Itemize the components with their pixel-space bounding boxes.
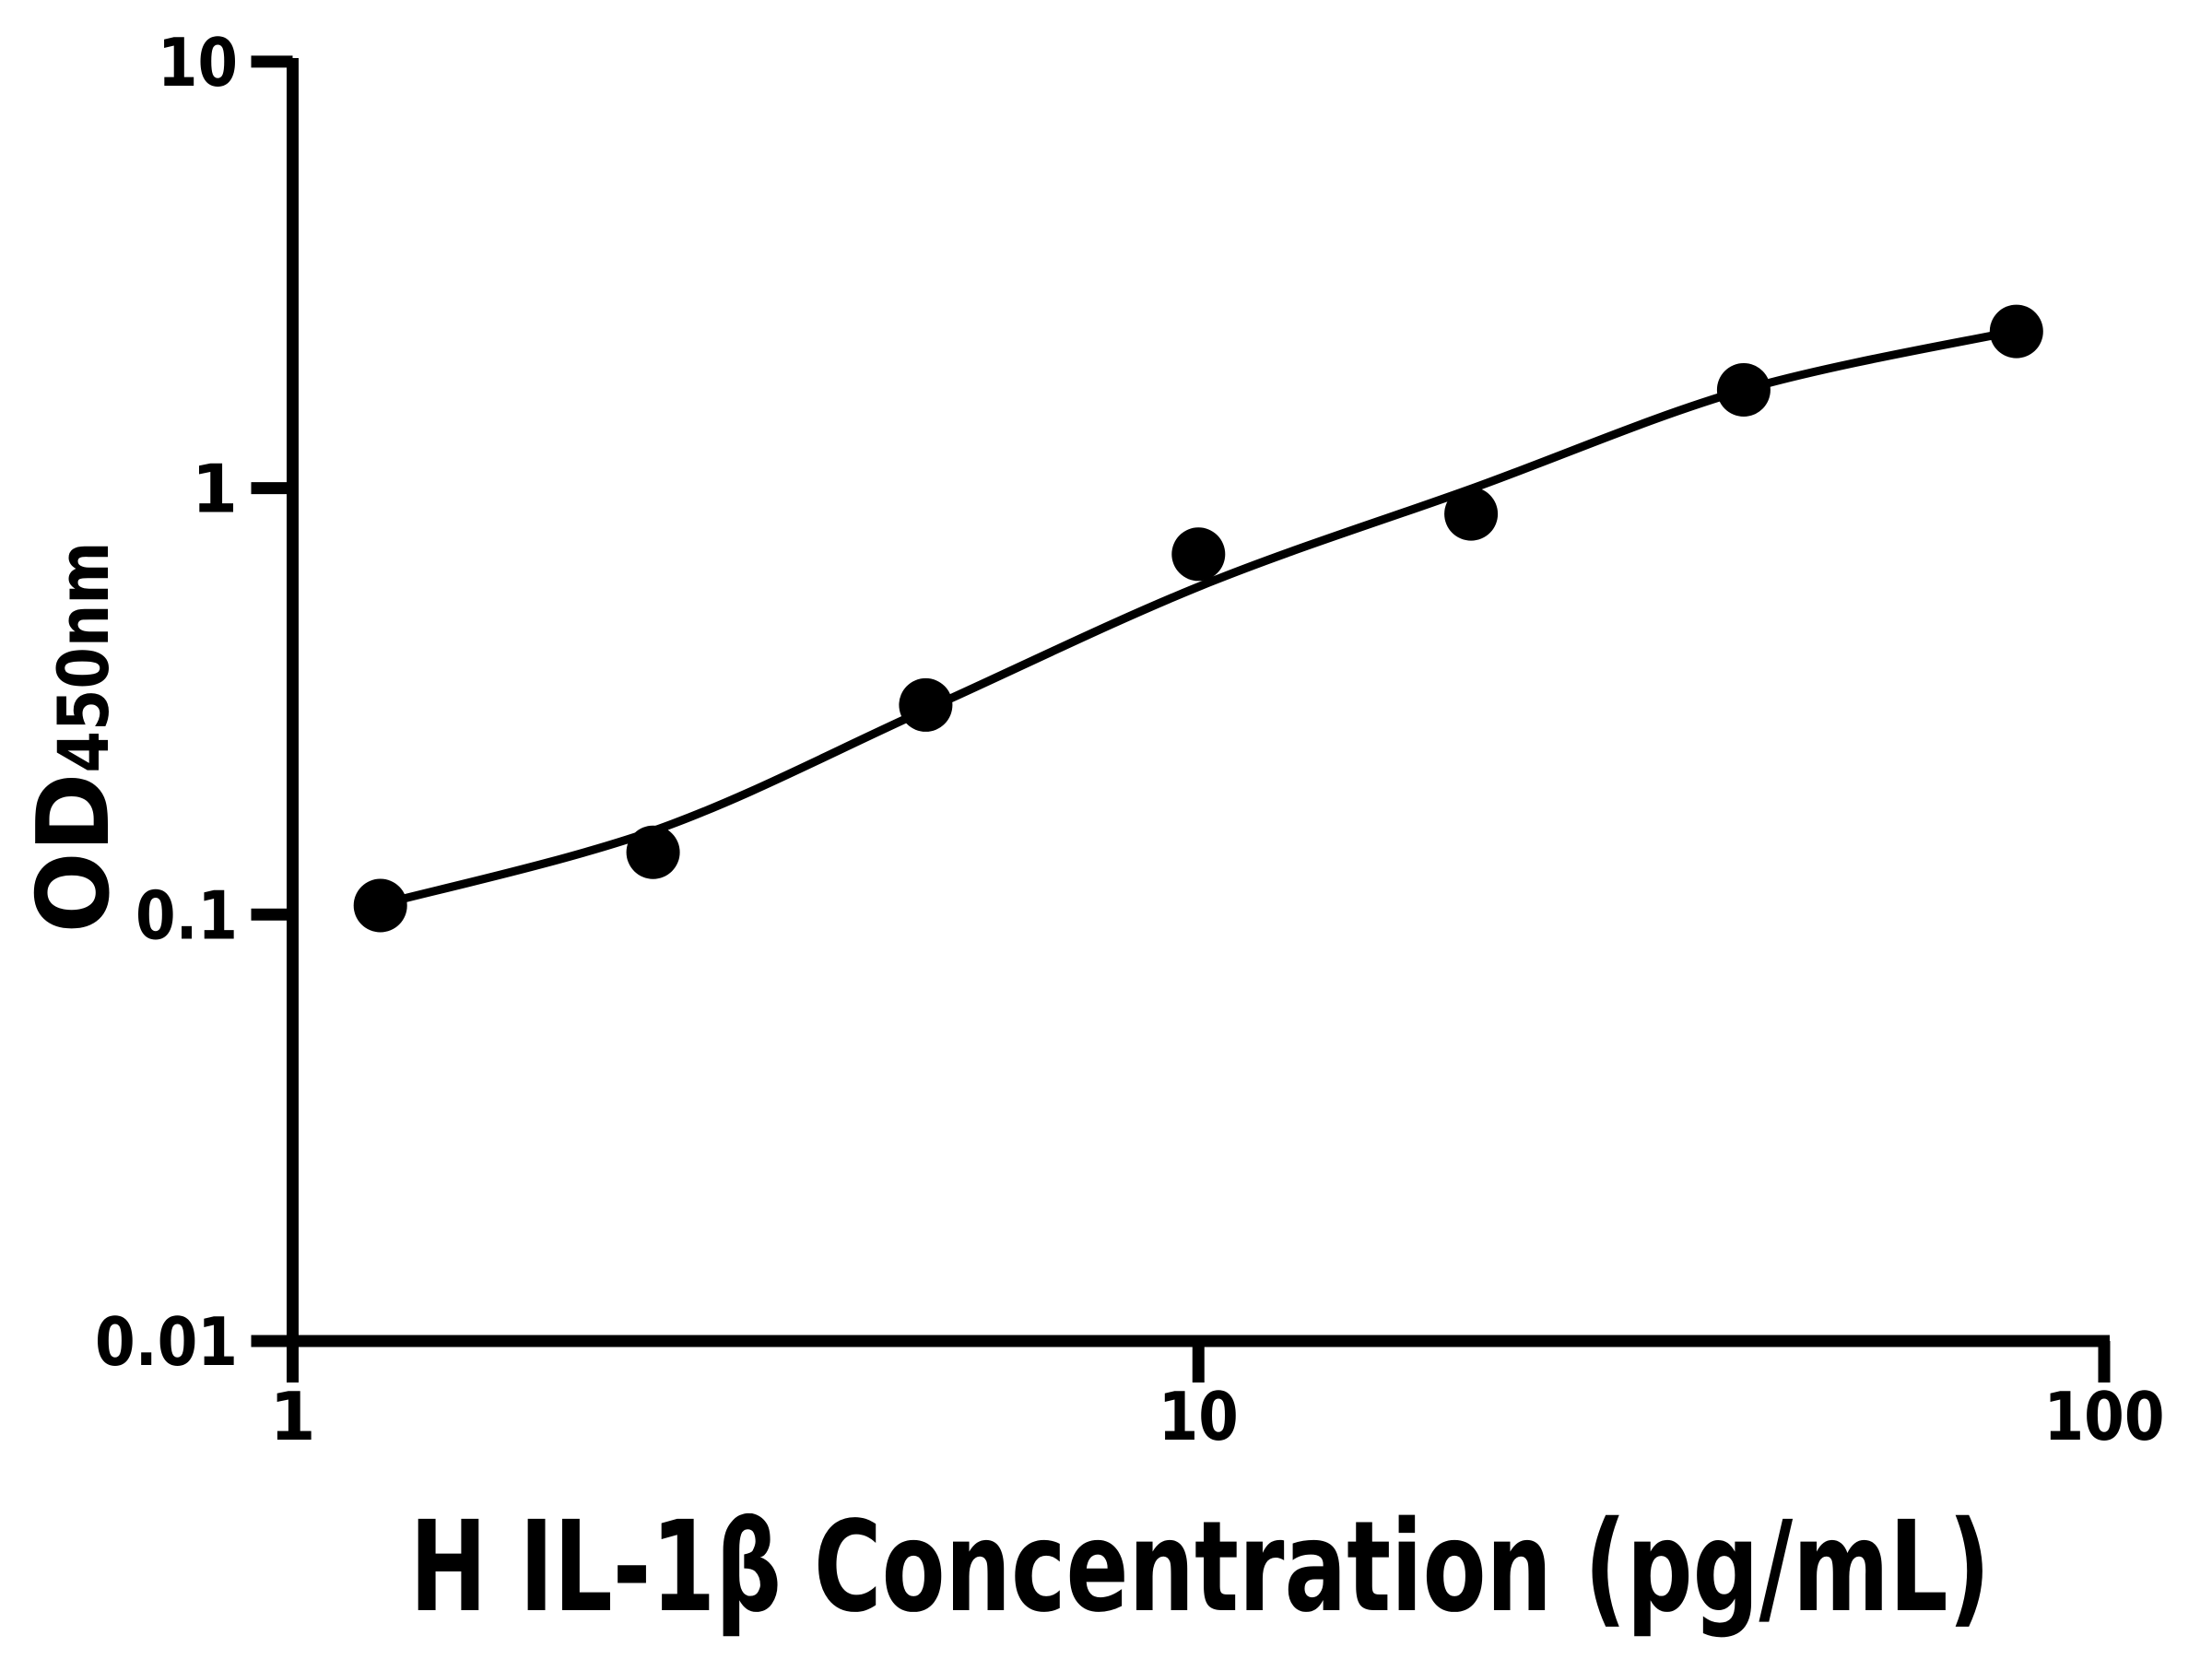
data-points [353,304,2043,933]
x-tick-label-1: 1 [269,1378,315,1455]
x-axis-label: H IL-1β Concentration (pg/mL) [410,1495,1991,1641]
y-tick-label-10: 10 [158,24,238,101]
data-point-2 [626,825,680,879]
data-point-6 [1716,363,1771,417]
data-point-4 [1171,527,1226,582]
y-tick-label-0.01: 0.01 [95,1303,238,1381]
data-point-3 [899,677,953,732]
axis-spines [287,58,2110,1347]
x-tick-label-10: 10 [1159,1378,1239,1455]
x-tick-label-100: 100 [2044,1378,2165,1455]
data-point-7 [1989,304,2043,359]
y-tick-label-1: 1 [192,451,238,528]
y-axis-label-subscript: 450nm [42,542,124,773]
y-axis-label-main: OD [17,773,132,934]
y-tick-label-0.1: 0.1 [135,877,238,954]
fit-curve-line [382,326,2018,908]
data-point-5 [1444,487,1499,541]
y-axis-label: OD450nm [17,542,132,934]
axis-tick-marks [251,55,2111,1382]
data-point-1 [353,878,407,933]
axis-tick-labels: 1 10 100 0.01 0.1 1 10 [95,24,2165,1455]
